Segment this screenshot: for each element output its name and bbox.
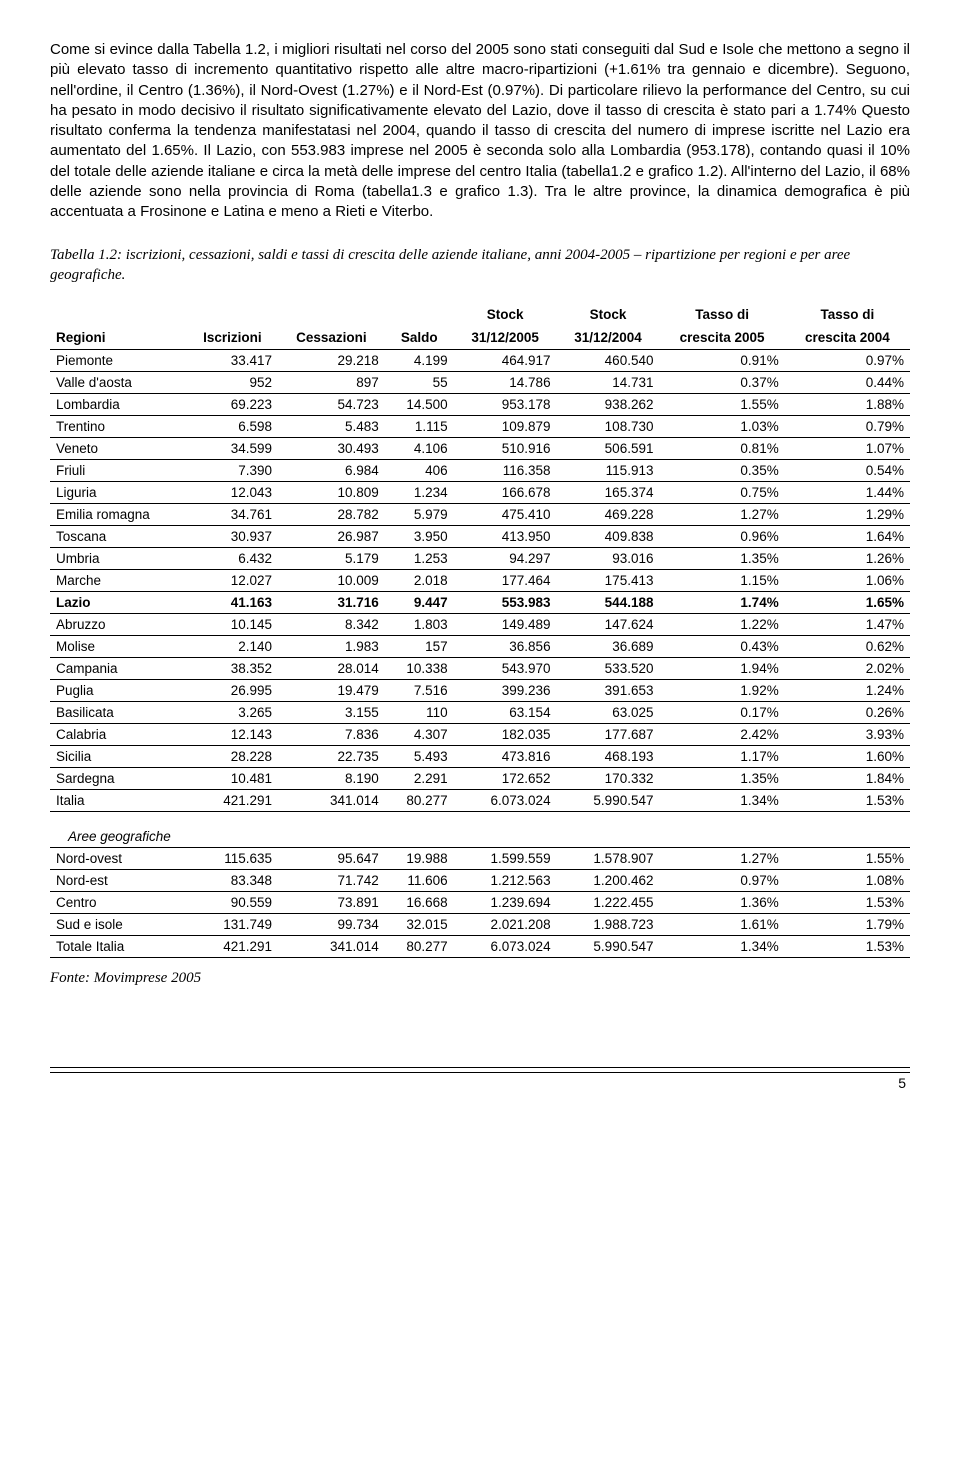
table-row: Abruzzo10.1458.3421.803149.489147.6241.2… (50, 614, 910, 636)
table-row: Puglia26.99519.4797.516399.236391.6531.9… (50, 680, 910, 702)
table-row: Campania38.35228.01410.338543.970533.520… (50, 658, 910, 680)
col-tasso04-bot: crescita 2004 (785, 326, 910, 350)
table-row: Basilicata3.2653.15511063.15463.0250.17%… (50, 702, 910, 724)
col-stock05-bot: 31/12/2005 (454, 326, 557, 350)
col-regioni: Regioni (50, 303, 187, 350)
table-row: Lazio41.16331.7169.447553.983544.1881.74… (50, 592, 910, 614)
page-number: 5 (50, 1075, 910, 1091)
col-stock04-top: Stock (557, 303, 660, 326)
page-footer-rule (50, 1067, 910, 1073)
table-row: Trentino6.5985.4831.115109.879108.7301.0… (50, 416, 910, 438)
body-paragraph: Come si evince dalla Tabella 1.2, i migl… (50, 40, 910, 222)
table-row: Totale Italia421.291341.01480.2776.073.0… (50, 935, 910, 957)
table-row: Molise2.1401.98315736.85636.6890.43%0.62… (50, 636, 910, 658)
table-row: Veneto34.59930.4934.106510.916506.5910.8… (50, 438, 910, 460)
table-row: Sardegna10.4818.1902.291172.652170.3321.… (50, 768, 910, 790)
table-row: Nord-ovest115.63595.64719.9881.599.5591.… (50, 847, 910, 869)
table-row: Liguria12.04310.8091.234166.678165.3740.… (50, 482, 910, 504)
col-saldo: Saldo (385, 303, 454, 350)
table-row: Marche12.02710.0092.018177.464175.4131.1… (50, 570, 910, 592)
table-row: Umbria6.4325.1791.25394.29793.0161.35%1.… (50, 548, 910, 570)
table-spacer (50, 812, 910, 826)
table-row: Italia421.291341.01480.2776.073.0245.990… (50, 790, 910, 812)
table-section-header: Aree geografiche (50, 826, 910, 848)
table-row: Calabria12.1437.8364.307182.035177.6872.… (50, 724, 910, 746)
col-cessazioni: Cessazioni (278, 303, 385, 350)
col-tasso05-bot: crescita 2005 (659, 326, 784, 350)
col-tasso05-top: Tasso di (659, 303, 784, 326)
col-tasso04-top: Tasso di (785, 303, 910, 326)
table-row: Piemonte33.41729.2184.199464.917460.5400… (50, 350, 910, 372)
table-caption: Tabella 1.2: iscrizioni, cessazioni, sal… (50, 246, 910, 285)
table-row: Sud e isole131.74999.73432.0152.021.2081… (50, 913, 910, 935)
table-row: Lombardia69.22354.72314.500953.178938.26… (50, 394, 910, 416)
table-row: Emilia romagna34.76128.7825.979475.41046… (50, 504, 910, 526)
table-row: Nord-est83.34871.74211.6061.212.5631.200… (50, 869, 910, 891)
table-row: Sicilia28.22822.7355.493473.816468.1931.… (50, 746, 910, 768)
table-row: Centro90.55973.89116.6681.239.6941.222.4… (50, 891, 910, 913)
data-table: Regioni Iscrizioni Cessazioni Saldo Stoc… (50, 303, 910, 958)
table-row: Friuli7.3906.984406116.358115.9130.35%0.… (50, 460, 910, 482)
table-row: Valle d'aosta9528975514.78614.7310.37%0.… (50, 372, 910, 394)
col-iscrizioni: Iscrizioni (187, 303, 278, 350)
table-row: Toscana30.93726.9873.950413.950409.8380.… (50, 526, 910, 548)
table-source: Fonte: Movimprese 2005 (50, 970, 910, 987)
col-stock05-top: Stock (454, 303, 557, 326)
col-stock04-bot: 31/12/2004 (557, 326, 660, 350)
